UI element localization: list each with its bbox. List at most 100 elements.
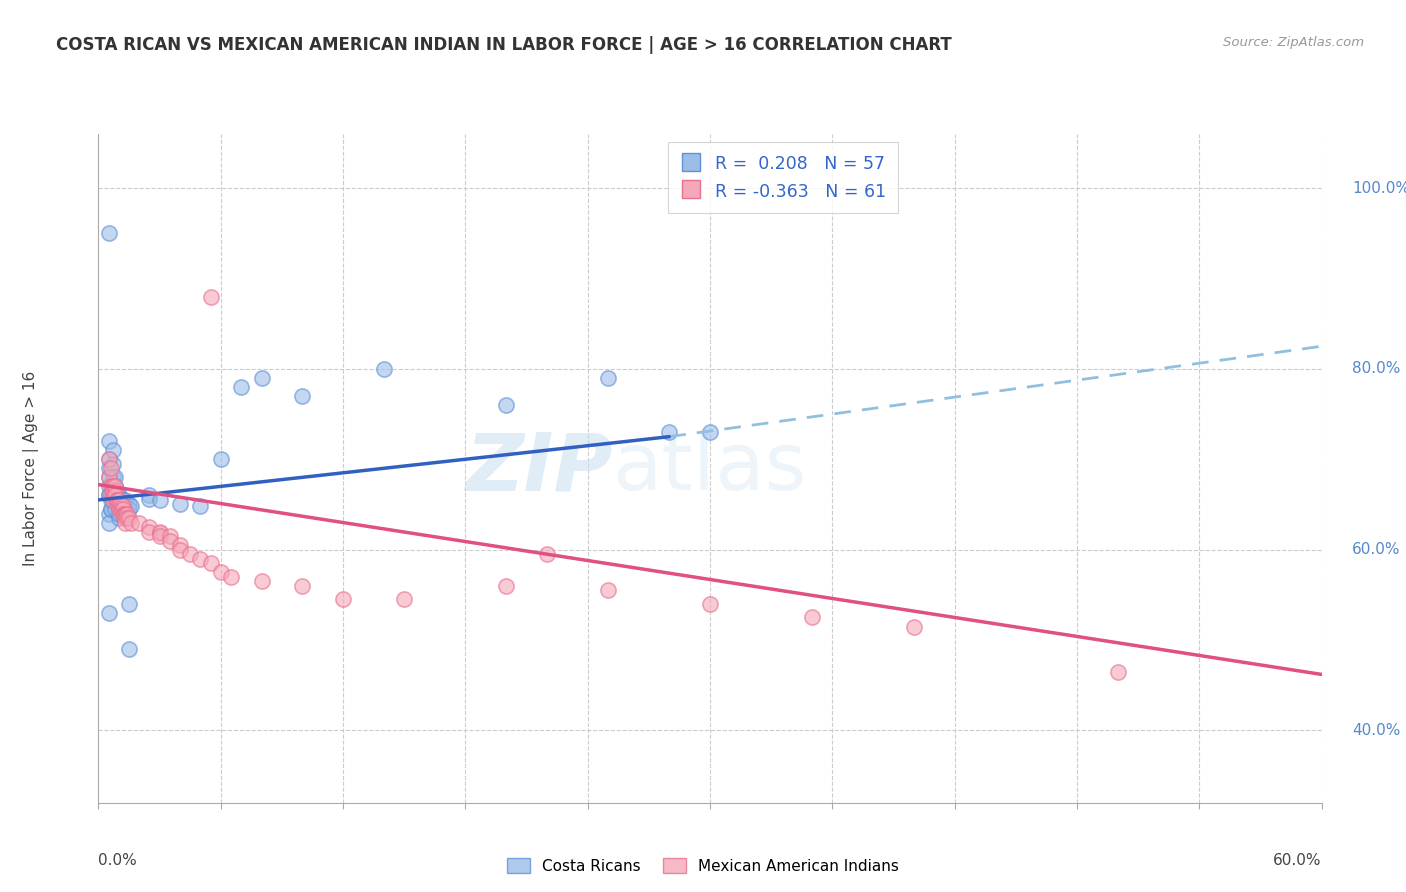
Text: 60.0%: 60.0% bbox=[1274, 853, 1322, 868]
Point bbox=[97, 226, 120, 240]
Point bbox=[110, 498, 132, 512]
Point bbox=[598, 583, 620, 598]
Point bbox=[108, 502, 131, 516]
Text: Source: ZipAtlas.com: Source: ZipAtlas.com bbox=[1223, 36, 1364, 49]
Text: ZIP: ZIP bbox=[465, 429, 612, 508]
Point bbox=[598, 371, 620, 385]
Point bbox=[108, 492, 131, 507]
Point bbox=[97, 516, 120, 530]
Point bbox=[111, 498, 134, 512]
Point bbox=[105, 492, 128, 507]
Point bbox=[108, 498, 131, 512]
Point bbox=[169, 538, 191, 552]
Point bbox=[138, 520, 160, 534]
Point bbox=[104, 488, 127, 502]
Text: 0.0%: 0.0% bbox=[98, 853, 138, 868]
Point bbox=[118, 498, 141, 512]
Point bbox=[100, 502, 122, 516]
Point bbox=[97, 488, 120, 502]
Point bbox=[536, 547, 558, 561]
Point bbox=[105, 498, 128, 512]
Point bbox=[100, 492, 122, 507]
Point bbox=[97, 606, 120, 620]
Text: COSTA RICAN VS MEXICAN AMERICAN INDIAN IN LABOR FORCE | AGE > 16 CORRELATION CHA: COSTA RICAN VS MEXICAN AMERICAN INDIAN I… bbox=[56, 36, 952, 54]
Point bbox=[97, 434, 120, 449]
Point bbox=[104, 479, 127, 493]
Point bbox=[100, 461, 122, 475]
Point bbox=[100, 488, 122, 502]
Point bbox=[110, 502, 132, 516]
Point bbox=[495, 398, 517, 412]
Point bbox=[118, 597, 141, 611]
Point bbox=[114, 498, 136, 512]
Point bbox=[110, 502, 132, 516]
Point bbox=[392, 592, 416, 607]
Point bbox=[149, 524, 172, 539]
Point bbox=[111, 500, 134, 514]
Point bbox=[903, 619, 925, 633]
Point bbox=[250, 371, 273, 385]
Point bbox=[114, 516, 136, 530]
Point bbox=[111, 492, 134, 507]
Point bbox=[1107, 665, 1129, 679]
Point bbox=[114, 492, 136, 507]
Point bbox=[105, 483, 128, 498]
Point bbox=[97, 507, 120, 521]
Point bbox=[101, 479, 124, 493]
Point bbox=[104, 470, 127, 484]
Point bbox=[291, 389, 314, 403]
Point bbox=[108, 502, 131, 516]
Point bbox=[120, 516, 142, 530]
Point bbox=[97, 470, 120, 484]
Point bbox=[111, 508, 134, 523]
Point bbox=[291, 579, 314, 593]
Point bbox=[110, 502, 132, 516]
Point bbox=[101, 488, 124, 502]
Point bbox=[101, 492, 124, 507]
Point bbox=[209, 566, 232, 580]
Point bbox=[209, 452, 232, 467]
Point bbox=[699, 597, 721, 611]
Point bbox=[108, 492, 131, 507]
Point bbox=[105, 492, 128, 507]
Text: 80.0%: 80.0% bbox=[1353, 361, 1400, 376]
Point bbox=[179, 547, 201, 561]
Point bbox=[149, 492, 172, 507]
Point bbox=[250, 574, 273, 589]
Point bbox=[115, 507, 138, 521]
Point bbox=[104, 483, 127, 498]
Point bbox=[101, 457, 124, 471]
Text: In Labor Force | Age > 16: In Labor Force | Age > 16 bbox=[22, 371, 39, 566]
Point bbox=[159, 533, 181, 548]
Text: atlas: atlas bbox=[612, 429, 807, 508]
Point bbox=[100, 479, 122, 493]
Point bbox=[111, 507, 134, 521]
Point bbox=[101, 479, 124, 493]
Point bbox=[114, 511, 136, 525]
Point bbox=[101, 470, 124, 484]
Point bbox=[108, 488, 131, 502]
Point bbox=[105, 492, 128, 507]
Point bbox=[97, 461, 120, 475]
Point bbox=[159, 529, 181, 543]
Point bbox=[104, 502, 127, 516]
Point bbox=[169, 542, 191, 557]
Point bbox=[108, 507, 131, 521]
Legend: R =  0.208   N = 57, R = -0.363   N = 61: R = 0.208 N = 57, R = -0.363 N = 61 bbox=[668, 143, 898, 213]
Point bbox=[188, 551, 212, 566]
Point bbox=[801, 610, 824, 624]
Point bbox=[200, 289, 222, 303]
Point bbox=[138, 524, 160, 539]
Point bbox=[115, 511, 138, 525]
Point bbox=[97, 470, 120, 484]
Point bbox=[128, 516, 150, 530]
Point bbox=[114, 508, 136, 523]
Point bbox=[111, 502, 134, 516]
Point bbox=[118, 642, 141, 657]
Point bbox=[97, 488, 120, 502]
Point bbox=[97, 452, 120, 467]
Point bbox=[105, 488, 128, 502]
Point bbox=[699, 425, 721, 439]
Point bbox=[373, 362, 395, 376]
Point bbox=[495, 579, 517, 593]
